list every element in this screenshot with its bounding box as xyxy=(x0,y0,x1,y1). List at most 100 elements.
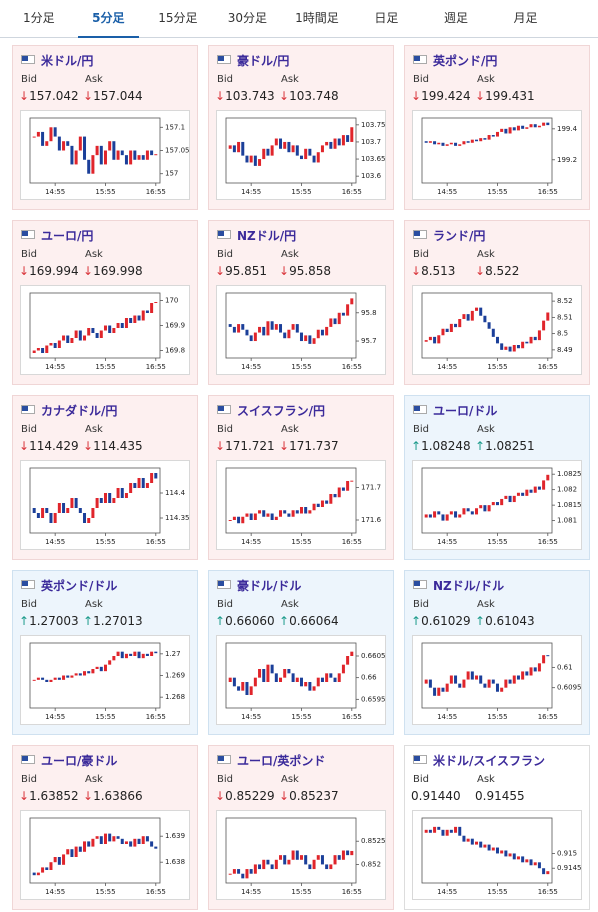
candle xyxy=(308,148,312,156)
candle xyxy=(129,318,133,323)
trend-arrow: ↓ xyxy=(83,264,94,278)
tab[interactable]: 1時間足 xyxy=(295,11,339,25)
rate-card[interactable]: ランド/円 Bid Ask ↓8.513 ↓8.522 8.49 8.5 8.51 8.52 14… xyxy=(404,220,590,385)
tab[interactable]: 日足 xyxy=(374,11,399,25)
candle xyxy=(449,675,453,684)
candle xyxy=(350,127,354,142)
rate-card[interactable]: 豪ドル/円 Bid Ask ↓103.743 ↓103.748 103.6 103.65 10… xyxy=(208,45,394,210)
trend-arrow: ↓ xyxy=(279,264,290,278)
ask-price: 0.61043 xyxy=(485,614,535,628)
candle xyxy=(308,335,312,344)
y-tick-label: 0.6595 xyxy=(361,695,386,703)
candle xyxy=(70,675,74,678)
candle xyxy=(312,338,316,344)
rate-card[interactable]: スイスフラン/円 Bid Ask ↓171.721 ↓171.737 171.6 171.7… xyxy=(208,395,394,560)
tab[interactable]: 週足 xyxy=(443,11,468,25)
tab[interactable]: 30分足 xyxy=(227,11,267,25)
candle xyxy=(542,122,546,126)
y-tick-label: 8.5 xyxy=(557,330,568,338)
bid-label: Bid xyxy=(217,599,233,610)
candle xyxy=(350,298,354,305)
flag-icon xyxy=(217,405,231,414)
candle xyxy=(133,150,137,160)
candle xyxy=(428,514,432,518)
rate-card[interactable]: ユーロ/円 Bid Ask ↓169.994 ↓169.998 169.8 169.9 170… xyxy=(12,220,198,385)
rate-card[interactable]: ユーロ/ドル Bid Ask ↑1.08248 ↑1.08251 1.081 1.0815 1… xyxy=(404,395,590,560)
candle xyxy=(245,155,249,163)
y-tick-label: 169.8 xyxy=(165,347,185,355)
trend-arrow: ↑ xyxy=(411,614,422,628)
rate-card[interactable]: ユーロ/豪ドル Bid Ask ↓1.63852 ↓1.63866 1.638 1.639 1… xyxy=(12,745,198,910)
rate-card[interactable]: カナダドル/円 Bid Ask ↓114.429 ↓114.435 114.35 114.4… xyxy=(12,395,198,560)
candle xyxy=(537,125,541,128)
y-tick-label: 0.66 xyxy=(361,674,377,682)
pair-title: 米ドル/円 xyxy=(41,54,94,68)
ask-label: Ask xyxy=(85,774,103,785)
candle xyxy=(36,513,40,518)
trend-arrow: ↑ xyxy=(19,614,30,628)
candle xyxy=(512,495,516,503)
candle xyxy=(237,141,241,153)
candle xyxy=(491,502,495,506)
candle xyxy=(500,498,504,506)
tab[interactable]: 5分足 xyxy=(77,0,140,38)
candle xyxy=(320,855,324,865)
bid-value: ↑0.66060 xyxy=(215,614,275,628)
candle xyxy=(441,829,445,836)
candle xyxy=(91,328,95,333)
candle xyxy=(57,857,61,865)
x-tick-label: 14:55 xyxy=(241,363,261,371)
trend-arrow: ↑ xyxy=(475,439,486,453)
x-tick-label: 14:55 xyxy=(241,188,261,196)
candle xyxy=(516,345,520,349)
chart-panel xyxy=(216,285,386,375)
plot-frame xyxy=(225,817,357,884)
rate-card[interactable]: ユーロ/英ポンド Bid Ask ↓0.85229 ↓0.85237 0.852 0.852… xyxy=(208,745,394,910)
candle xyxy=(500,850,504,854)
ask-label: Ask xyxy=(477,774,495,785)
candle xyxy=(458,514,462,518)
mini-chart: 0.6595 0.66 0.6605 14:55 15:55 16:55 xyxy=(216,635,386,725)
candle xyxy=(445,683,449,692)
pair-title: 米ドル/スイスフラン xyxy=(433,754,546,768)
rate-card[interactable]: NZドル/円 Bid Ask ↓95.851 ↓95.858 95.7 95.8 14:55 1… xyxy=(208,220,394,385)
candle xyxy=(445,328,449,332)
candle xyxy=(133,651,137,656)
y-tick-label: 95.7 xyxy=(361,337,377,345)
ask-price: 171.737 xyxy=(289,439,339,453)
candle xyxy=(150,303,154,313)
rate-card[interactable]: NZドル/ドル Bid Ask ↑0.61029 ↑0.61043 0.6095 0.61 1… xyxy=(404,570,590,735)
candle xyxy=(521,492,525,496)
candle xyxy=(299,855,303,860)
candle xyxy=(228,520,232,521)
candle xyxy=(145,310,149,313)
pair-title: ランド/円 xyxy=(433,229,486,243)
candle xyxy=(91,508,95,518)
x-tick-label: 15:55 xyxy=(487,363,507,371)
candle xyxy=(83,513,87,523)
candle xyxy=(274,859,278,870)
bid-price: 0.61029 xyxy=(421,614,471,628)
tab[interactable]: 15分足 xyxy=(158,11,198,25)
bid-label: Bid xyxy=(413,424,429,435)
rate-card[interactable]: 米ドル/円 Bid Ask ↓157.042 ↓157.044 157 157.05 157.… xyxy=(12,45,198,210)
candle xyxy=(299,677,303,687)
rate-card[interactable]: 英ポンド/円 Bid Ask ↓199.424 ↓199.431 199.2 199.4 14… xyxy=(404,45,590,210)
candle xyxy=(32,508,36,513)
ask-label: Ask xyxy=(281,249,299,260)
candle xyxy=(316,329,320,339)
rate-card[interactable]: 英ポンド/ドル Bid Ask ↑1.27003 ↑1.27013 1.268 1.269 1… xyxy=(12,570,198,735)
tab[interactable]: 1分足 xyxy=(22,11,55,25)
candle xyxy=(542,655,546,664)
bid-label: Bid xyxy=(217,249,233,260)
x-tick-label: 16:55 xyxy=(146,363,166,371)
tab[interactable]: 月足 xyxy=(513,11,538,25)
trend-arrow: ↓ xyxy=(19,439,30,453)
mini-chart: 103.6 103.65 103.7 103.75 14:55 15:55 16:55 xyxy=(216,110,386,200)
trend-arrow: ↓ xyxy=(19,89,30,103)
bid-label: Bid xyxy=(21,424,37,435)
rate-card[interactable]: 豪ドル/ドル Bid Ask ↑0.66060 ↑0.66064 0.6595 0.66 0.… xyxy=(208,570,394,735)
rate-card[interactable]: 米ドル/スイスフラン Bid Ask 0.91440 0.91455 0.9145 0.91… xyxy=(404,745,590,910)
flag-icon xyxy=(217,55,231,64)
ask-value: ↓0.85237 xyxy=(279,789,339,803)
